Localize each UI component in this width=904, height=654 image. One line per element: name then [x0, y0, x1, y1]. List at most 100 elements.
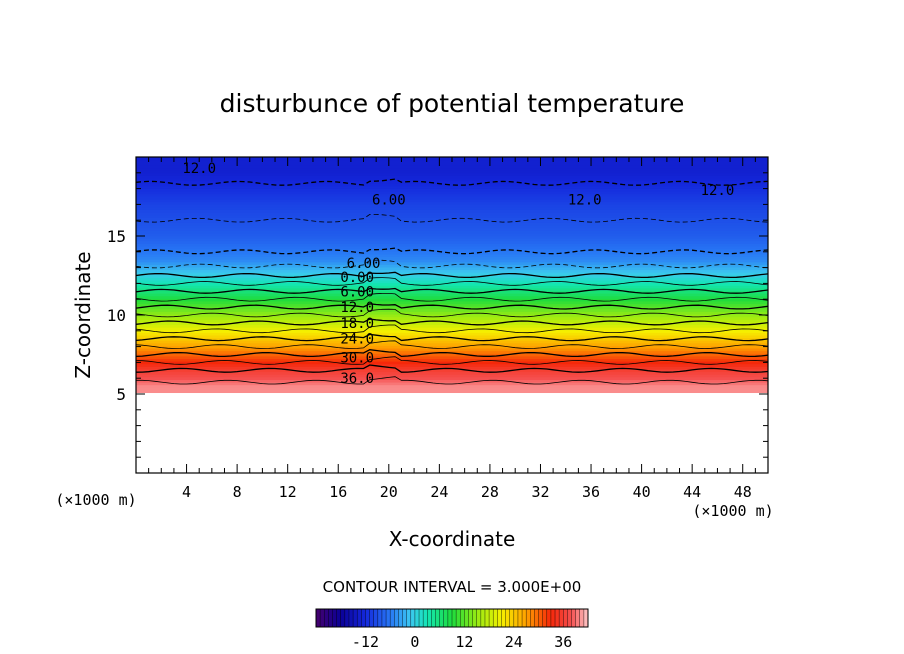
field-band: [136, 363, 768, 367]
field-band: [136, 251, 768, 255]
field-band: [136, 384, 768, 388]
colorbar-cell: [460, 609, 465, 627]
contour-line: [136, 178, 768, 186]
contour-line: [136, 303, 768, 310]
field-band: [136, 332, 768, 336]
field-band: [136, 340, 768, 344]
field-band: [136, 172, 768, 176]
field-band: [136, 345, 768, 349]
field-band: [136, 358, 768, 362]
colorbar-cell: [522, 609, 527, 627]
field-band: [136, 248, 768, 252]
contour-line: [136, 356, 768, 365]
colorbar-cell: [489, 609, 494, 627]
contour-label: 30.0: [340, 351, 374, 367]
colorbar-cell: [517, 609, 523, 627]
colorbar-cell: [530, 609, 535, 627]
field-band: [136, 381, 768, 386]
field-band: [136, 353, 768, 357]
field-band: [136, 198, 768, 203]
field-band: [136, 287, 768, 292]
field-band: [136, 376, 768, 380]
field-band: [136, 170, 768, 174]
field-band: [136, 347, 768, 352]
colorbar-cell: [365, 609, 370, 627]
contour-label: 6.00: [372, 193, 406, 209]
y-axis: 5 10 15: [107, 172, 768, 458]
field-band: [136, 264, 768, 268]
field-band: [136, 259, 768, 263]
contour-line: [136, 364, 768, 373]
contour-label: 12.0: [701, 183, 735, 199]
contour-line: [136, 214, 768, 223]
field-band: [136, 235, 768, 239]
field-band: [136, 211, 768, 216]
colorbar-cell: [452, 609, 457, 627]
field-band: [136, 185, 768, 189]
colorbar-cell: [328, 609, 333, 627]
colorbar-cell: [456, 609, 461, 627]
colorbar-cell: [361, 609, 366, 627]
contour-label: 24.0: [340, 332, 374, 348]
field-band: [136, 225, 768, 229]
colorbar-cell: [406, 609, 412, 627]
field-band: [136, 191, 768, 195]
colorbar-cell: [353, 609, 358, 627]
field-band: [136, 177, 768, 182]
colorbar-cell: [398, 609, 403, 627]
contour-label: 6.00: [340, 284, 374, 300]
colorbar-cell: [431, 609, 436, 627]
field-band: [136, 206, 768, 210]
contour-line: [136, 271, 768, 279]
field-band: [136, 162, 768, 166]
colorbar-cell: [381, 609, 387, 627]
field-band: [136, 240, 768, 244]
contour-label: 12.0: [568, 193, 602, 209]
colorbar-cell: [476, 609, 482, 627]
contour-line: [136, 376, 768, 385]
contour-label: 0.00: [340, 270, 374, 286]
colorbar-cell: [390, 609, 395, 627]
colorbar-cell: [357, 609, 362, 627]
colorbar-cell: [484, 609, 490, 627]
colorbar-cell: [320, 609, 325, 627]
field-band: [136, 243, 768, 247]
colorbar-cell: [344, 609, 350, 627]
colorbar-cell: [348, 609, 354, 627]
colorbar-cell: [555, 609, 560, 627]
colorbar-cell: [373, 609, 379, 627]
colorbar-cell: [509, 609, 515, 627]
colorbar-cell: [526, 609, 531, 627]
field-band: [136, 379, 768, 383]
field-band: [136, 337, 768, 341]
colorbar-cell: [369, 609, 375, 627]
contour-label: 12.0: [182, 161, 216, 177]
field-band: [136, 214, 768, 218]
field-band: [136, 319, 768, 323]
colorbar-cell: [497, 609, 502, 627]
field-band: [136, 298, 768, 302]
x-tick-label: 36: [582, 483, 600, 501]
field-band: [136, 256, 768, 260]
field-band: [136, 183, 768, 187]
x-axis-label: X-coordinate: [389, 527, 516, 551]
colorbar-cell: [559, 609, 564, 627]
colorbar-cell: [316, 609, 321, 627]
contour-interval-note: CONTOUR INTERVAL = 3.000E+00: [323, 578, 582, 596]
contour-labels: 12.06.00 12.012.06.000.006.0012.018.024.0…: [182, 161, 734, 387]
contour-label: 12.0: [340, 300, 374, 316]
field-band: [136, 222, 768, 226]
field-band: [136, 164, 768, 169]
contour-label: 18.0: [340, 316, 374, 332]
colorbar-cell: [550, 609, 556, 627]
contour-line: [136, 318, 768, 326]
y-axis-label: Z-coordinate: [71, 251, 95, 378]
y-tick-label: 15: [107, 227, 126, 246]
colorbar-cell: [423, 609, 428, 627]
colorbar-tick-label: 24: [505, 633, 523, 651]
colorbar-cell: [472, 609, 478, 627]
field-band: [136, 230, 768, 234]
y-tick-label: 10: [107, 306, 126, 325]
field-band: [136, 201, 768, 205]
